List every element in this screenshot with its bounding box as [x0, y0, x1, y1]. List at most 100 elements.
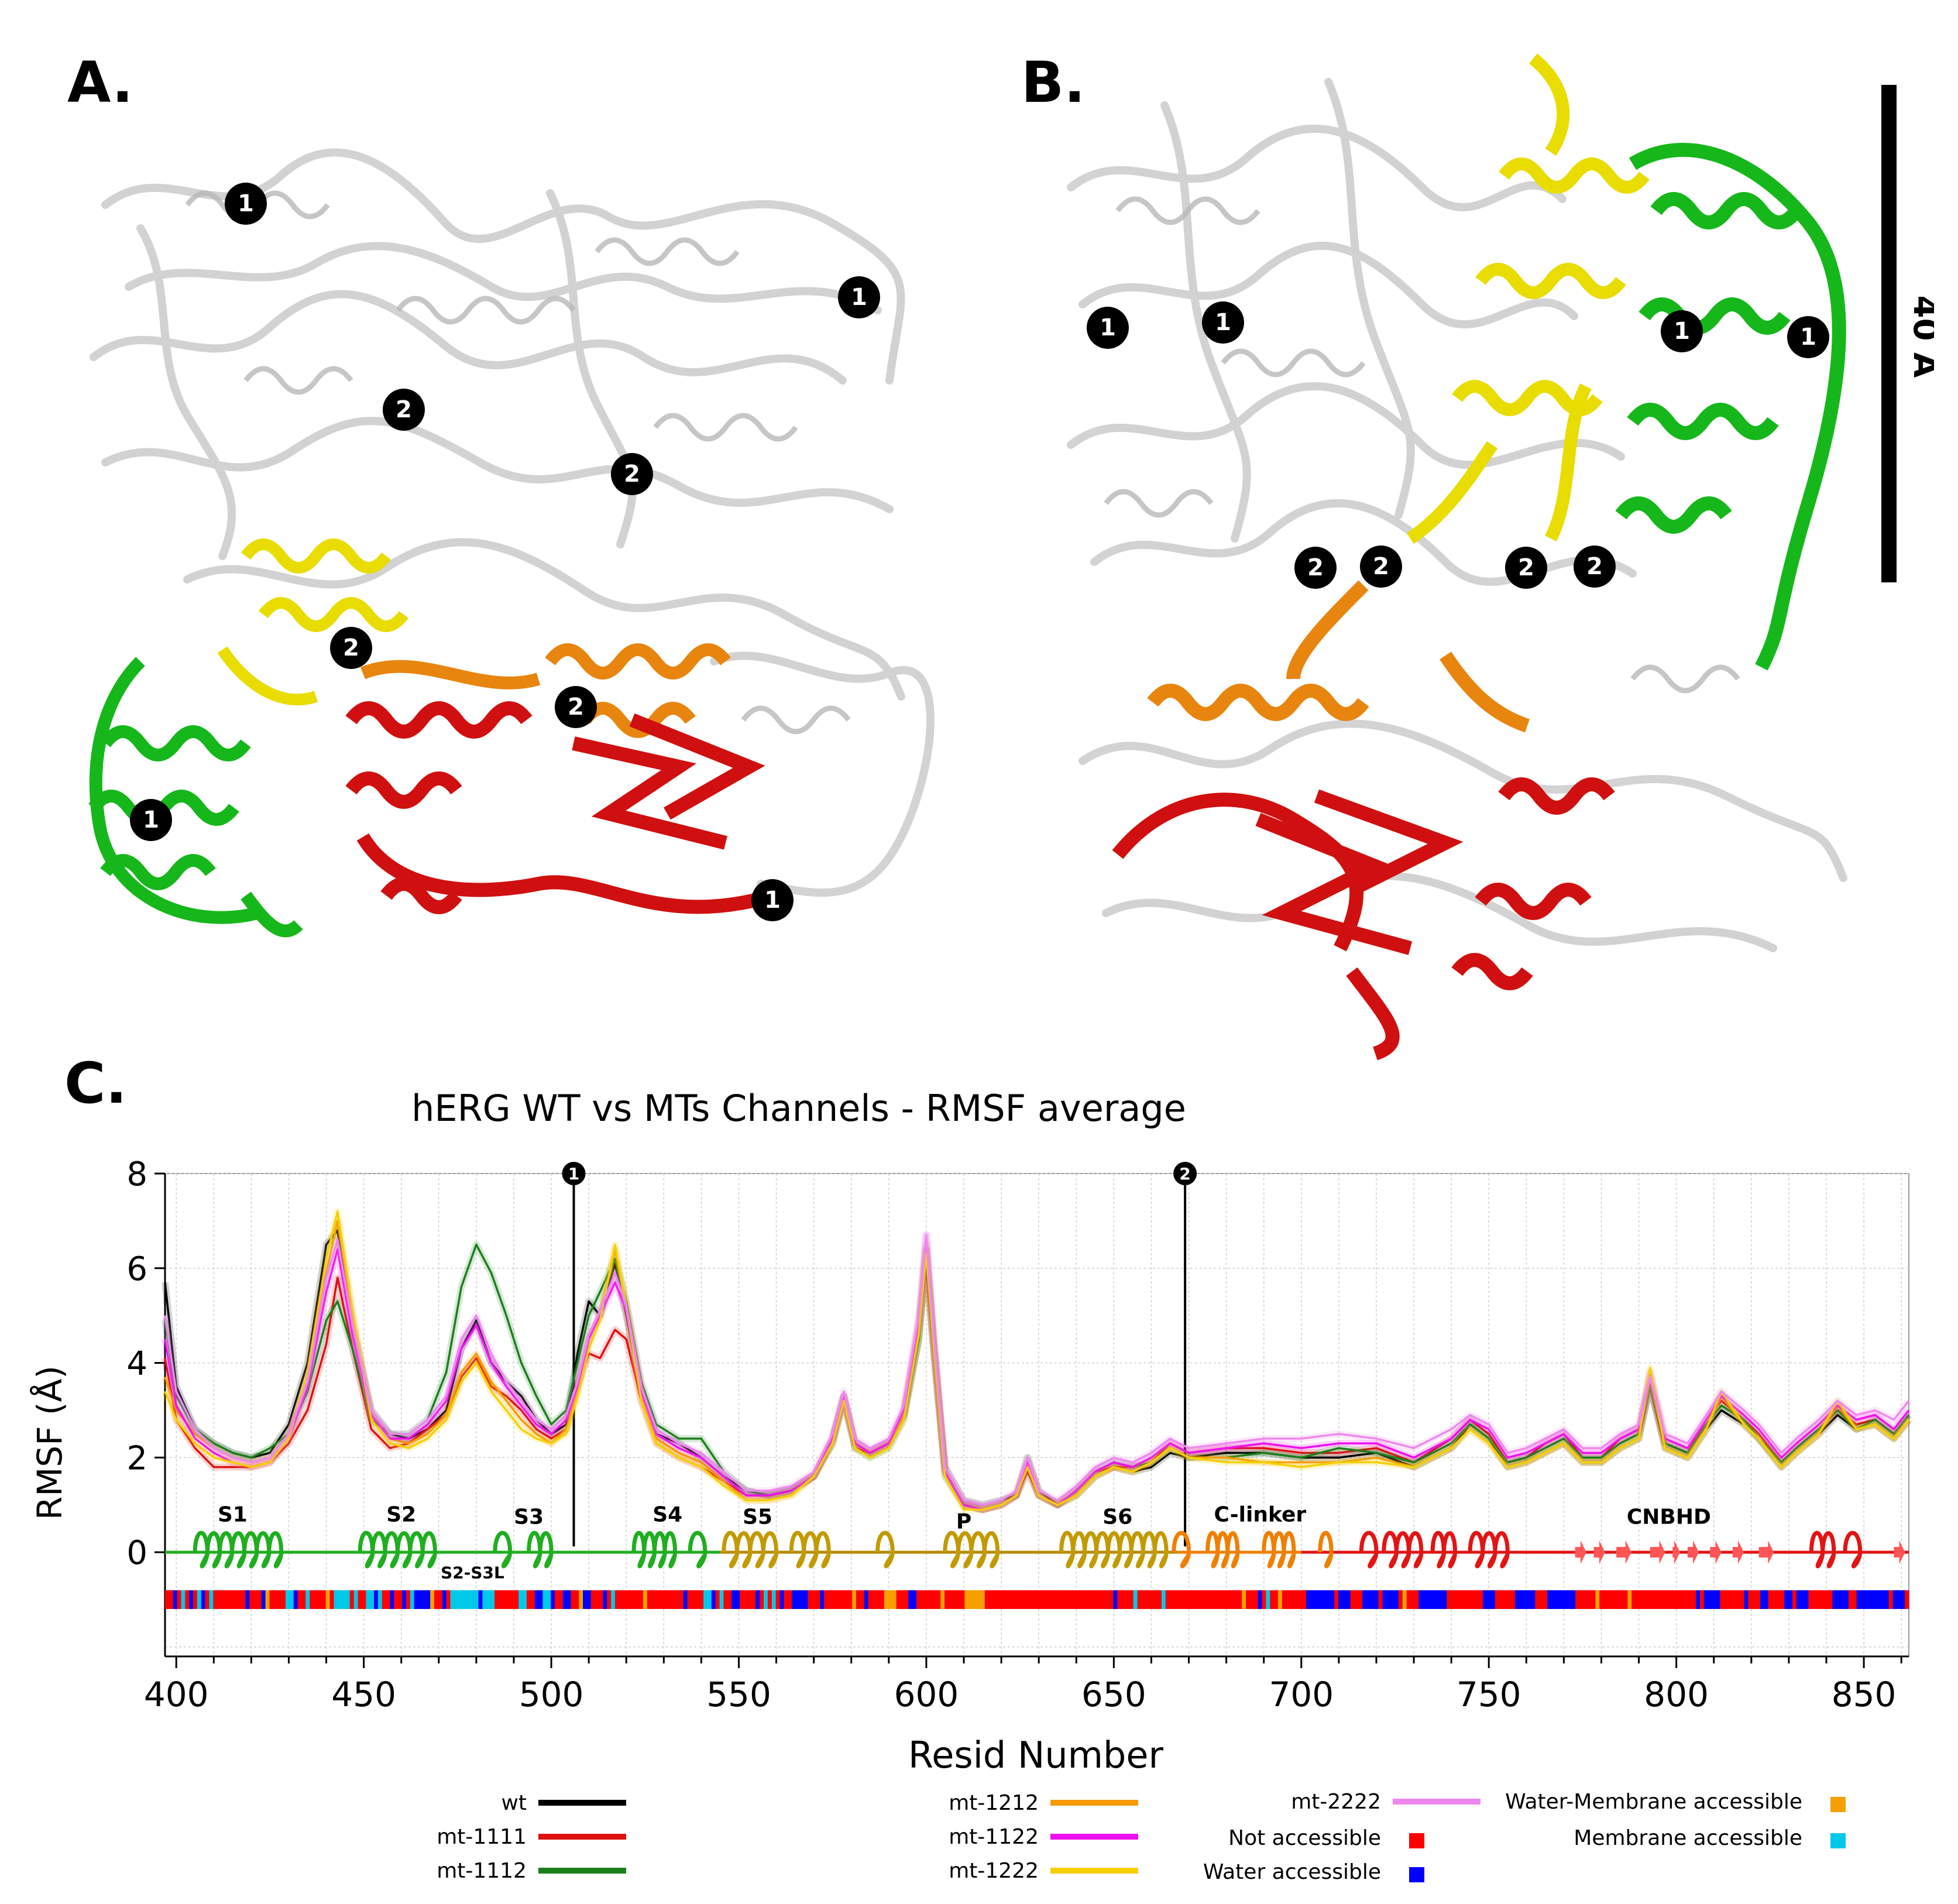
accessibility-cell: [233, 1590, 238, 1609]
accessibility-cell: [1418, 1590, 1423, 1609]
accessibility-cell: [916, 1590, 921, 1609]
accessibility-cell: [458, 1590, 463, 1609]
accessibility-cell: [864, 1590, 869, 1609]
accessibility-cell: [727, 1590, 732, 1609]
legend-square-swatch: [1409, 1867, 1424, 1882]
accessibility-cell: [1249, 1590, 1255, 1609]
accessibility-cell: [1728, 1590, 1733, 1609]
accessibility-cell: [1631, 1590, 1636, 1609]
accessibility-cell: [848, 1590, 853, 1609]
accessibility-cell: [872, 1590, 877, 1609]
accessibility-cell: [1703, 1590, 1709, 1609]
accessibility-cell: [599, 1590, 603, 1609]
accessibility-cell: [1362, 1590, 1367, 1609]
x-axis-ticks: 400 450 500 550 600 650 700 750 800 850: [144, 1655, 1909, 1714]
accessibility-cell: [197, 1590, 202, 1609]
accessibility-cell: [269, 1590, 274, 1609]
accessibility-cell: [908, 1590, 913, 1609]
legend-square-swatch: [1830, 1797, 1846, 1812]
topology-label: CNBHD: [1627, 1505, 1711, 1529]
accessibility-cell: [410, 1590, 415, 1609]
accessibility-cell: [406, 1590, 411, 1609]
accessibility-cell: [334, 1590, 338, 1609]
helix-glyph: [722, 1531, 779, 1569]
accessibility-cell: [1849, 1590, 1853, 1609]
accessibility-cell: [980, 1590, 985, 1609]
accessibility-cell: [253, 1590, 258, 1609]
accessibility-cell: [784, 1590, 788, 1609]
helix-glyph: [631, 1531, 678, 1569]
marker-2: 2: [330, 627, 372, 669]
panel-a-red-domain: [345, 701, 775, 914]
accessibility-cell: [1298, 1590, 1303, 1609]
accessibility-cell: [1021, 1590, 1025, 1609]
accessibility-cell: [558, 1590, 564, 1609]
accessibility-cell: [370, 1590, 375, 1609]
accessibility-cell: [1756, 1590, 1761, 1609]
legend-label: mt-1222: [949, 1859, 1039, 1883]
accessibility-cell: [832, 1590, 837, 1609]
accessibility-cell: [221, 1590, 226, 1609]
accessibility-cell: [502, 1590, 507, 1609]
accessibility-cell: [1314, 1590, 1319, 1609]
accessibility-cell: [1796, 1590, 1801, 1609]
accessibility-cell: [643, 1590, 648, 1609]
accessibility-cell: [944, 1590, 949, 1609]
accessibility-cell: [430, 1590, 435, 1609]
topology-label: S1: [218, 1502, 248, 1526]
accessibility-cell: [1073, 1590, 1078, 1609]
accessibility-cell: [514, 1590, 519, 1609]
accessibility-cell: [1330, 1590, 1335, 1609]
accessibility-cell: [788, 1590, 792, 1609]
accessibility-cell: [1591, 1590, 1596, 1609]
accessibility-cell: [450, 1590, 455, 1609]
legend-label: mt-1122: [949, 1825, 1039, 1849]
accessibility-cell: [1708, 1590, 1713, 1609]
accessibility-cell: [1277, 1590, 1283, 1609]
accessibility-cell: [1856, 1590, 1861, 1609]
accessibility-cell: [924, 1590, 929, 1609]
accessibility-cell: [691, 1590, 696, 1609]
accessibility-cell: [526, 1590, 531, 1609]
accessibility-cell: [1221, 1590, 1227, 1609]
accessibility-cell: [719, 1590, 724, 1609]
accessibility-cell: [1563, 1590, 1568, 1609]
marker-2: 2: [1294, 547, 1337, 589]
legend-label: mt-1212: [949, 1791, 1039, 1815]
accessibility-cell: [1732, 1590, 1737, 1609]
accessibility-cell: [1832, 1590, 1837, 1609]
vline-marker-circle: [1173, 1162, 1197, 1185]
accessibility-cell: [836, 1590, 841, 1609]
accessibility-cell: [229, 1590, 234, 1609]
accessibility-cell: [1868, 1590, 1873, 1609]
accessibility-cell: [1587, 1590, 1592, 1609]
accessibility-cell: [1607, 1590, 1612, 1609]
helix-glyph: [358, 1531, 437, 1569]
accessibility-cell: [314, 1590, 318, 1609]
accessibility-cell: [1294, 1590, 1299, 1609]
accessibility-cell: [1664, 1590, 1668, 1609]
accessibility-cell: [462, 1590, 467, 1609]
strand-arrow: [1758, 1541, 1774, 1565]
accessibility-cell: [538, 1590, 543, 1609]
accessibility-cell: [201, 1590, 206, 1609]
accessibility-cell: [1145, 1590, 1150, 1609]
chart-title: hERG WT vs MTs Channels - RMSF average: [411, 1087, 1186, 1130]
accessibility-cell: [1045, 1590, 1050, 1609]
accessibility-cell: [1169, 1590, 1174, 1609]
accessibility-cell: [530, 1590, 535, 1609]
accessibility-cell: [1523, 1590, 1528, 1609]
accessibility-cell: [466, 1590, 471, 1609]
accessibility-cell: [1434, 1590, 1440, 1609]
accessibility-cell: [1519, 1590, 1524, 1609]
accessibility-cell: [225, 1590, 230, 1609]
accessibility-cell: [812, 1590, 816, 1609]
accessibility-cell: [1354, 1590, 1359, 1609]
accessibility-cell: [1824, 1590, 1829, 1609]
topology-label: S6: [1102, 1505, 1132, 1529]
y-tick-label: 4: [126, 1345, 147, 1383]
accessibility-cell: [1679, 1590, 1684, 1609]
accessibility-cell: [1660, 1590, 1664, 1609]
accessibility-cell: [1784, 1590, 1789, 1609]
accessibility-cell: [358, 1590, 362, 1609]
